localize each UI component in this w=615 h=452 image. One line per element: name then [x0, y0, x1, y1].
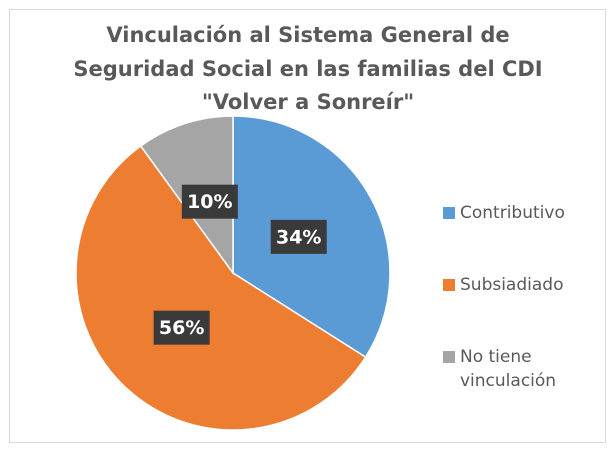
legend-item: No tiene vinculación: [443, 345, 603, 393]
legend-item: Contributivo: [443, 201, 603, 225]
chart-title: Seguridad Social en las familias del CDI: [73, 57, 542, 81]
data-label: 34%: [276, 226, 321, 248]
legend-label: Contributivo: [460, 203, 565, 223]
pie-slice: [75, 144, 367, 431]
legend-swatch: [443, 279, 455, 291]
data-label: 10%: [187, 191, 232, 213]
data-label-box: [153, 310, 210, 345]
chart-title: "Volver a Sonreír": [202, 90, 414, 114]
legend-swatch: [443, 207, 455, 219]
legend-swatch: [443, 351, 455, 363]
data-label-box: [270, 219, 327, 254]
legend-label: Subsiadiado: [460, 275, 564, 295]
legend-label: No tiene vinculación: [460, 347, 557, 391]
data-label: 56%: [159, 317, 204, 339]
chart-title: Vinculación al Sistema General de: [106, 23, 509, 47]
data-label-box: [181, 184, 238, 219]
legend-item: Subsiadiado: [443, 273, 603, 297]
